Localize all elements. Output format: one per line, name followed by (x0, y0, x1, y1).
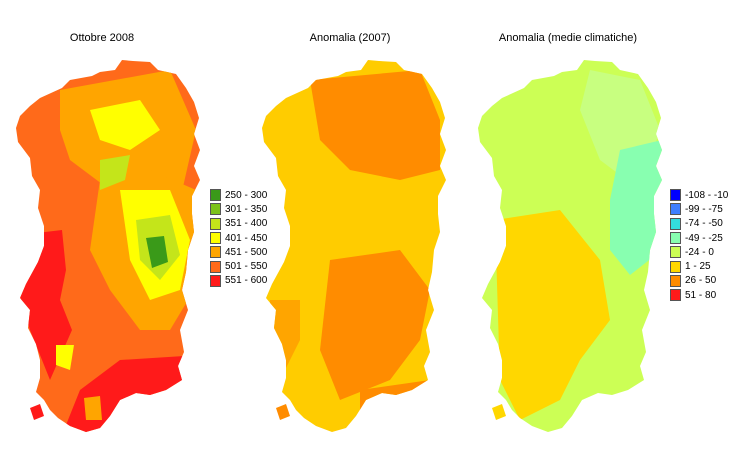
legend-label: 501 - 550 (225, 261, 268, 273)
legend-swatch (670, 189, 681, 202)
legend-item: 301 - 350 (210, 202, 267, 216)
legend-item: -99 - -75 (670, 202, 730, 216)
legend-item: 551 - 600 (210, 274, 267, 288)
legend-swatch (670, 203, 681, 216)
legend-item: 501 - 550 (210, 259, 267, 273)
legend-label: -49 - -25 (685, 232, 723, 244)
map-anomalia-2007 (262, 60, 446, 432)
map-ottobre-2008 (16, 60, 200, 432)
legend-item: -74 - -50 (670, 217, 730, 231)
legend-anomalia-climatiche: -108 - -10 -99 - -75 -74 - -50 -49 - -25… (670, 188, 730, 302)
legend-item: 401 - 450 (210, 231, 267, 245)
legend-item: -108 - -10 (670, 188, 730, 202)
legend-item: 51 - 80 (670, 288, 730, 302)
legend-swatch (670, 217, 681, 230)
legend-label: 551 - 600 (225, 275, 268, 287)
legend-swatch (210, 232, 221, 245)
legend-swatch (670, 289, 681, 302)
legend-swatch (670, 274, 681, 287)
legend-item: 250 - 300 (210, 188, 267, 202)
legend-item: 451 - 500 (210, 245, 267, 259)
legend-label: 401 - 450 (225, 232, 268, 244)
legend-label: -108 - -10 (685, 189, 729, 201)
legend-label: 451 - 500 (225, 246, 268, 258)
legend-label: -24 - 0 (685, 246, 714, 258)
legend-ottobre-2008: 250 - 300 301 - 350 351 - 400 401 - 450 … (210, 188, 267, 288)
legend-swatch (210, 274, 221, 287)
legend-swatch (670, 232, 681, 245)
legend-label: 1 - 25 (685, 261, 711, 273)
map-title-anomalia-climatiche: Anomalia (medie climatiche) (498, 32, 638, 44)
legend-label: 250 - 300 (225, 189, 268, 201)
legend-swatch (210, 246, 221, 259)
legend-swatch (210, 217, 221, 230)
legend-label: 51 - 80 (685, 289, 717, 301)
legend-swatch (210, 260, 221, 273)
map-title-ottobre: Ottobre 2008 (69, 32, 135, 44)
legend-item: -24 - 0 (670, 245, 730, 259)
legend-swatch (210, 203, 221, 216)
legend-swatch (210, 189, 221, 202)
legend-swatch (670, 260, 681, 273)
legend-item: 351 - 400 (210, 217, 267, 231)
map-anomalia-climatiche (478, 60, 662, 432)
map-title-anomalia-2007: Anomalia (2007) (309, 32, 391, 44)
legend-swatch (670, 246, 681, 259)
legend-label: 26 - 50 (685, 275, 717, 287)
legend-item: -49 - -25 (670, 231, 730, 245)
legend-item: 26 - 50 (670, 274, 730, 288)
legend-label: 301 - 350 (225, 203, 268, 215)
legend-label: -99 - -75 (685, 203, 723, 215)
legend-label: -74 - -50 (685, 218, 723, 230)
legend-label: 351 - 400 (225, 218, 268, 230)
legend-item: 1 - 25 (670, 259, 730, 273)
